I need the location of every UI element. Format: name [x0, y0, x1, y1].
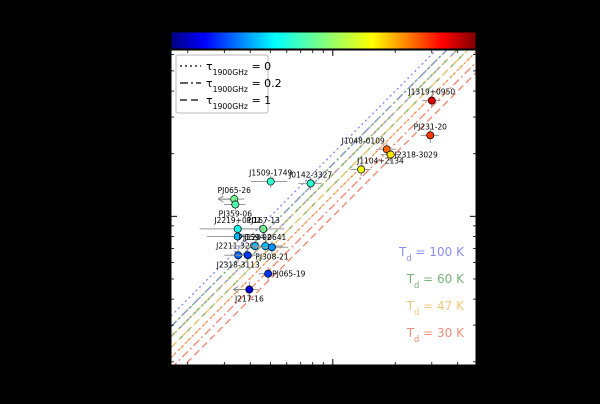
data-point — [306, 179, 315, 188]
data-point-label: J2219+0102 — [213, 216, 261, 225]
colorbar-tick-label: 12.4 — [293, 13, 318, 26]
data-point-label: PJ167-13 — [247, 216, 281, 225]
model-lines — [171, 50, 476, 365]
data-point-label: J120+0641 — [243, 233, 286, 242]
colorbar-ticks: 12.0 12.2 12.4 12.6 12.8 13.0 — [195, 13, 464, 32]
temperature-label: Td = 60 K — [406, 272, 465, 290]
data-point — [426, 131, 435, 140]
data-point-label: PJ159-02 — [238, 233, 272, 242]
colorbar — [170, 31, 477, 50]
legend-label: τ1900GHz = 1 — [206, 94, 271, 111]
x-tick-label: 10-1 — [322, 368, 344, 383]
data-point-label: PJ065-26 — [218, 186, 252, 195]
data-point — [427, 96, 436, 105]
data-point — [233, 232, 242, 241]
model-line-47k-dotted — [171, 50, 458, 338]
data-point — [231, 200, 240, 209]
axis-ticks: 10-1 100 — [148, 50, 476, 382]
temperature-label: Td = 47 K — [406, 299, 465, 317]
y-axis-label: Fν(1 mm) [mJy] — [125, 164, 143, 252]
data-point — [268, 243, 276, 252]
colorbar-tick-label: 12.0 — [195, 13, 220, 26]
y-tick-label: 100 — [148, 209, 167, 224]
temperature-label: Td = 100 K — [398, 245, 465, 263]
data-point-label: PJ359-06 — [219, 209, 253, 218]
colorbar-tick-label: 12.8 — [391, 13, 416, 26]
colorbar-tick-label: 12.6 — [342, 13, 367, 26]
x-axis-label: Fν(3 mm) [mJy] — [279, 383, 367, 400]
temperature-label: Td = 30 K — [406, 326, 465, 344]
data-point — [386, 150, 395, 159]
data-point — [266, 177, 275, 186]
data-point-label: PJ231-20 — [414, 122, 448, 131]
data-points: J1319+0950PJ231-20J1048-0109J2318-3029J1… — [199, 88, 455, 304]
data-point-label: J0142-3327 — [288, 170, 332, 179]
temperature-labels: Td = 100 K Td = 60 K Td = 47 K Td = 30 K — [398, 245, 465, 344]
data-point-label: J1319+0950 — [407, 88, 455, 97]
data-point-label: PJ308-21 — [255, 252, 289, 261]
data-point-label: J2318-3029 — [394, 151, 438, 160]
legend-box — [175, 54, 269, 114]
legend-label: τ1900GHz = 0.2 — [206, 77, 282, 94]
model-line-60k-dotted — [171, 50, 448, 328]
data-point-label: PJ065-19 — [272, 270, 306, 279]
model-line-30k-dotted — [171, 51, 476, 359]
model-line-100k-dotted — [171, 50, 438, 317]
data-point — [243, 251, 252, 260]
data-point-label: J217-16 — [234, 295, 264, 304]
data-point-label: J1048-0109 — [341, 136, 385, 145]
colorbar-label: log LTIR [L⊙] — [288, 0, 356, 17]
colorbar-tick-label: 12.2 — [244, 13, 269, 26]
colorbar-tick-label: 13.0 — [439, 13, 464, 26]
upper-limit-arrowhead — [233, 286, 239, 293]
model-line-30k-dashdot — [173, 61, 476, 365]
data-point — [261, 242, 270, 250]
data-point — [245, 285, 254, 294]
upper-limit-arrowhead — [218, 195, 224, 203]
model-line-47k-dashdot — [171, 50, 469, 349]
data-point — [264, 269, 273, 278]
data-point-label: J2318-3113 — [216, 260, 260, 269]
data-point-label: J1104+2134 — [356, 156, 404, 165]
data-point-label: J1509-1749 — [248, 169, 292, 178]
legend-label: τ1900GHz = 0 — [206, 60, 271, 77]
model-line-30k-dashed — [183, 72, 476, 365]
data-point — [357, 165, 366, 174]
